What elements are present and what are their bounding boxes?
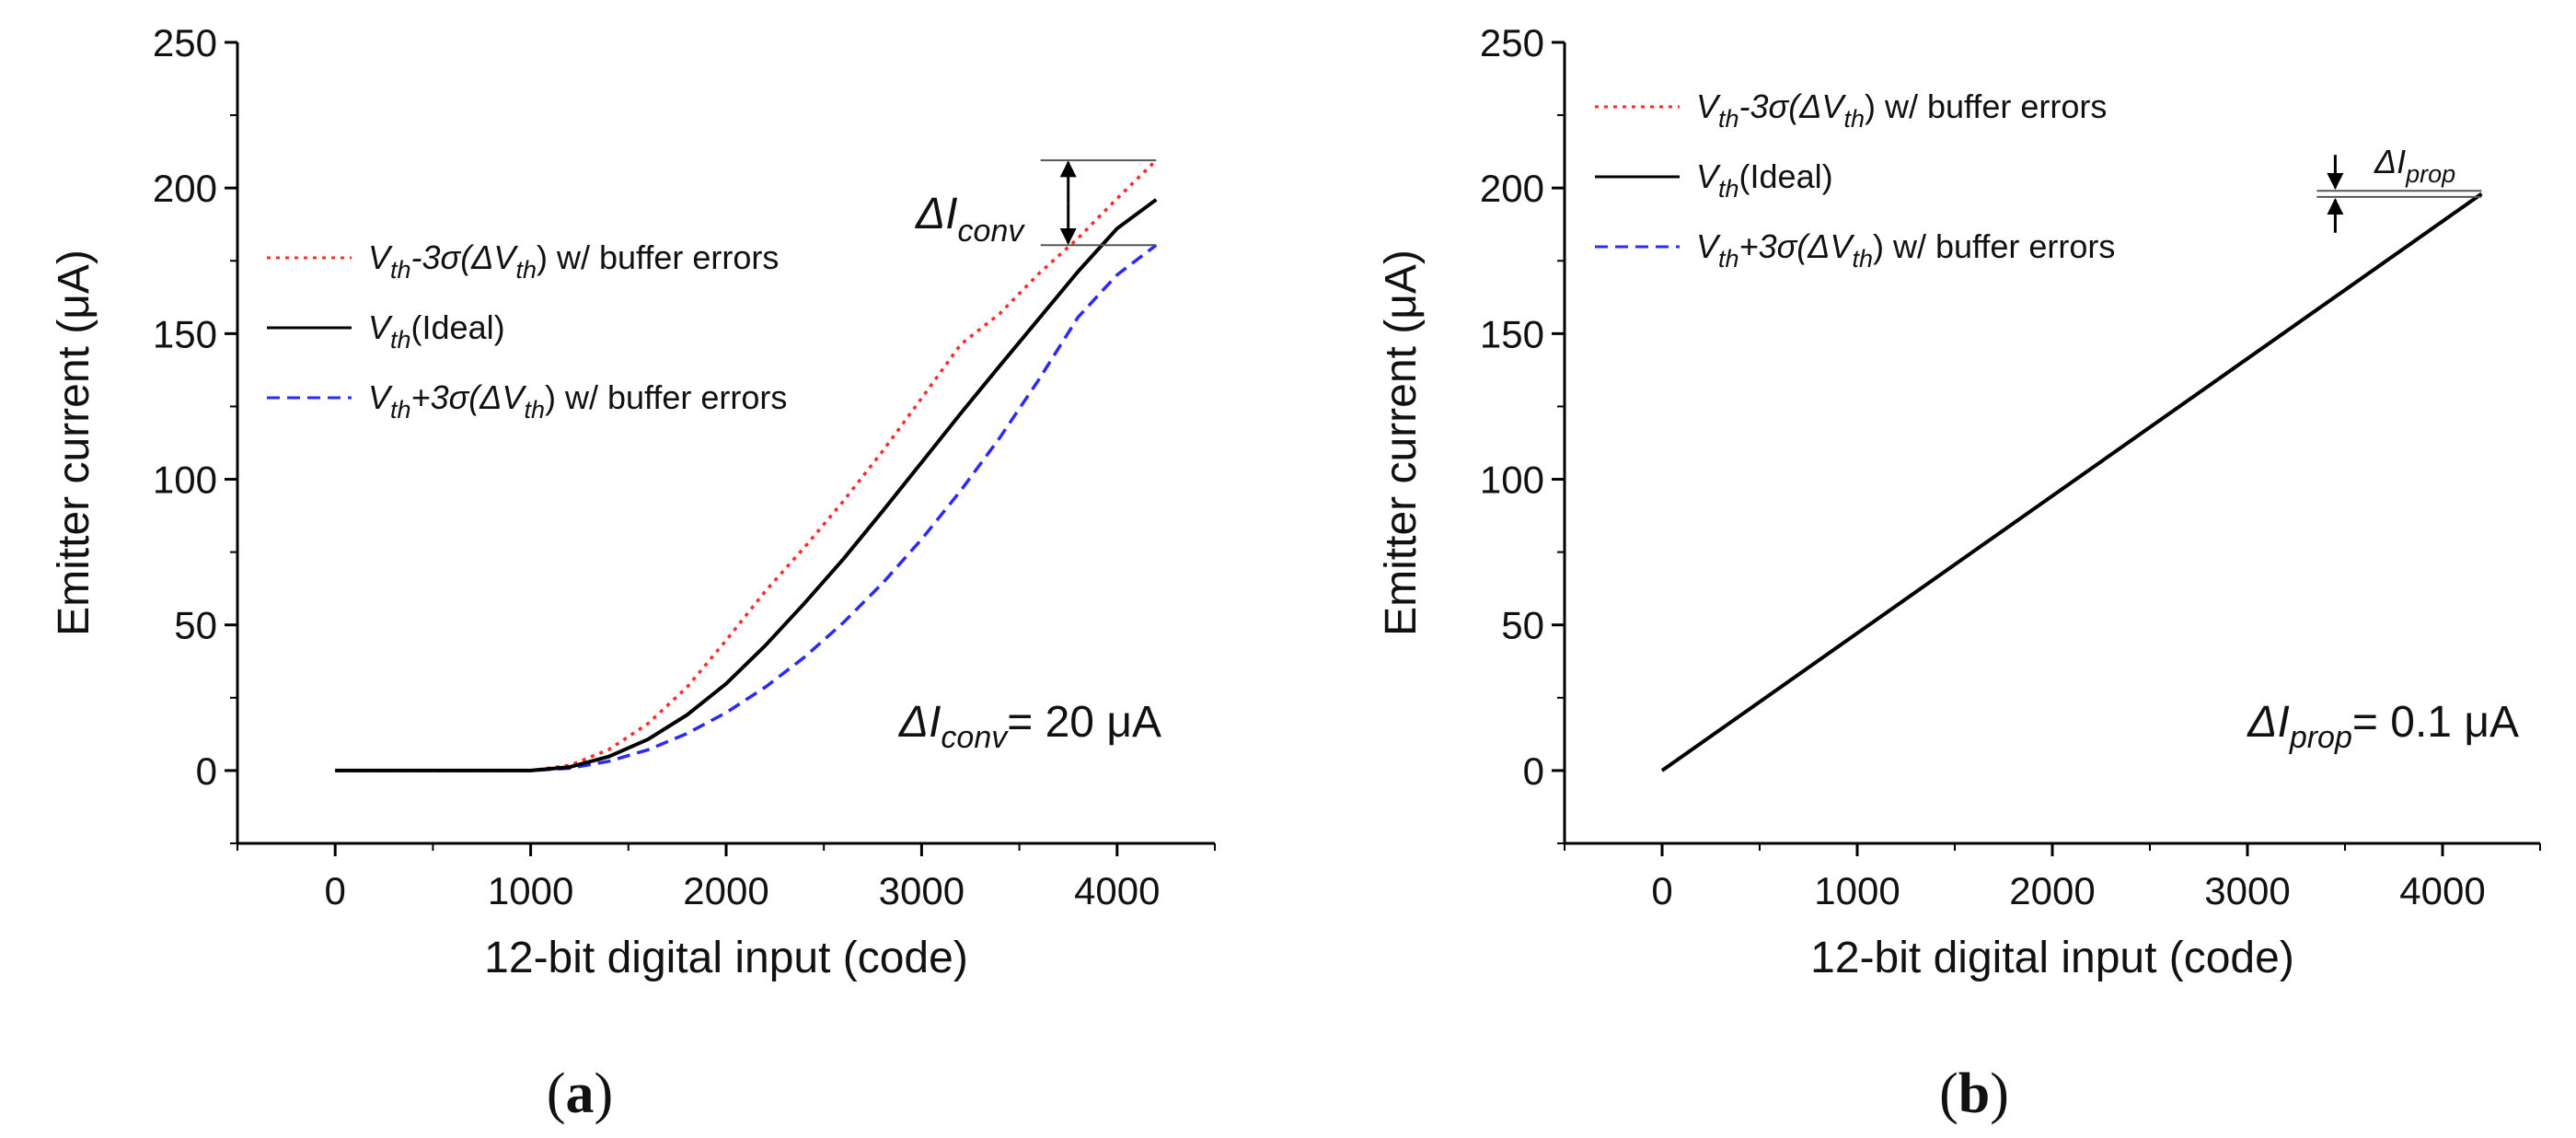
legend-dv: ΔV <box>479 378 526 416</box>
series-line-solid <box>1660 192 2483 772</box>
y-tick-label: 150 <box>1480 312 1544 355</box>
legend-v-sub: th <box>390 396 411 424</box>
legend-v: V <box>1696 87 1721 125</box>
x-tick-label: 2000 <box>683 869 768 912</box>
series-line-dotted <box>335 158 1158 772</box>
caption-letter: b <box>1958 1063 1990 1125</box>
legend-rest: ) w/ buffer errors <box>1873 227 2115 265</box>
x-tick-label: 3000 <box>2204 869 2290 912</box>
legend-v: V <box>1696 157 1721 195</box>
x-tick-label: 0 <box>1651 869 1672 912</box>
y-tick-label: 50 <box>1501 604 1544 647</box>
x-tick-label: 1000 <box>488 869 573 912</box>
annotation-delta: ΔI <box>2374 143 2406 180</box>
y-tick-label: 200 <box>1480 167 1544 210</box>
legend-dv-sub: th <box>524 396 545 424</box>
legend-v: V <box>368 378 393 416</box>
caption-letter: a <box>566 1063 595 1125</box>
legend-label: Vth-3σ(ΔVth) w/ buffer errors <box>368 238 779 284</box>
result-delta: ΔI <box>898 698 941 747</box>
x-axis-title: 12-bit digital input (code) <box>484 934 968 982</box>
y-tick-label: 200 <box>153 167 217 210</box>
y-axis-title: Emitter current (μA) <box>50 250 98 636</box>
legend-dv: ΔV <box>1798 87 1846 125</box>
y-tick-label: 150 <box>153 312 217 355</box>
y-tick-label: 250 <box>153 21 217 64</box>
legend-label: Vth+3σ(ΔVth) w/ buffer errors <box>1696 227 2115 273</box>
series-line-solid <box>335 198 1158 772</box>
y-tick-label: 0 <box>1523 749 1544 793</box>
legend-v: V <box>1696 227 1721 265</box>
y-tick-label: 100 <box>1480 459 1544 502</box>
legend-mid: -3σ( <box>1739 87 1804 125</box>
x-axis-title: 12-bit digital input (code) <box>1810 934 2294 982</box>
caption-open: ( <box>1939 1063 1958 1125</box>
annotation-label: ΔIconv <box>915 190 1025 249</box>
caption-open: ( <box>547 1063 566 1125</box>
legend-mid: +3σ( <box>1739 227 1812 265</box>
annotation-sub: conv <box>958 214 1026 249</box>
panel-caption: (a) <box>547 1063 613 1125</box>
legend-label: Vth-3σ(ΔVth) w/ buffer errors <box>1696 87 2107 133</box>
legend-dv-sub: th <box>515 256 537 284</box>
result-sub: conv <box>941 720 1009 755</box>
chart-panel-a: 0 50 100 150 200 250 0 1000 2000 3000 4000 12-bit d… <box>50 21 1216 1125</box>
x-tick-label: 0 <box>325 869 346 912</box>
legend-v-sub: th <box>1718 175 1739 203</box>
series-line-dashed <box>335 243 1158 772</box>
legend-label: Vth(Ideal) <box>368 308 505 354</box>
legend-v: V <box>368 238 393 276</box>
legend-mid: (Ideal) <box>1739 157 1833 195</box>
result-sub: prop <box>2289 720 2352 755</box>
annotation-delta: ΔI <box>915 190 958 238</box>
legend-label: Vth(Ideal) <box>1696 157 1833 203</box>
x-tick-label: 4000 <box>1074 869 1160 912</box>
legend-mid: (Ideal) <box>411 308 505 346</box>
result-value: = 20 μA <box>1007 698 1161 747</box>
legend-v: V <box>368 308 393 346</box>
x-tick-label: 1000 <box>1814 869 1900 912</box>
annotation-label: ΔIprop <box>2374 143 2455 188</box>
legend-mid: +3σ( <box>411 378 484 416</box>
y-tick-label: 100 <box>153 459 217 502</box>
x-tick-label: 2000 <box>2009 869 2095 912</box>
legend-dv-sub: th <box>1852 245 1873 273</box>
panel-caption: (b) <box>1939 1063 2009 1125</box>
annotation-sub: prop <box>2405 160 2455 188</box>
legend-dv-sub: th <box>1843 105 1865 133</box>
legend-dv: ΔV <box>470 238 518 276</box>
legend-rest: ) w/ buffer errors <box>1865 87 2107 125</box>
chart-panel-b: 0 50 100 150 200 250 0 1000 2000 3000 4000 12-bit d… <box>1377 21 2541 1125</box>
x-tick-label: 3000 <box>879 869 965 912</box>
legend-rest: ) w/ buffer errors <box>545 378 787 416</box>
legend-v-sub: th <box>390 256 411 284</box>
y-axis-title: Emitter current (μA) <box>1377 250 1426 636</box>
result-text: ΔIconv= 20 μA <box>898 698 1161 755</box>
y-tick-label: 0 <box>196 749 217 793</box>
result-delta: ΔI <box>2247 698 2290 747</box>
legend-v-sub: th <box>1718 105 1739 133</box>
result-value: = 0.1 μA <box>2352 698 2519 747</box>
legend-label: Vth+3σ(ΔVth) w/ buffer errors <box>368 378 787 424</box>
result-text: ΔIprop= 0.1 μA <box>2247 698 2519 755</box>
x-tick-label: 4000 <box>2399 869 2485 912</box>
y-tick-label: 250 <box>1480 21 1544 64</box>
legend-mid: -3σ( <box>411 238 476 276</box>
legend-rest: ) w/ buffer errors <box>537 238 779 276</box>
y-tick-label: 50 <box>174 604 217 647</box>
legend-dv: ΔV <box>1807 227 1854 265</box>
legend-v-sub: th <box>1718 245 1739 273</box>
caption-close: ) <box>1990 1063 2009 1125</box>
caption-close: ) <box>595 1063 614 1125</box>
legend-v-sub: th <box>390 326 411 354</box>
